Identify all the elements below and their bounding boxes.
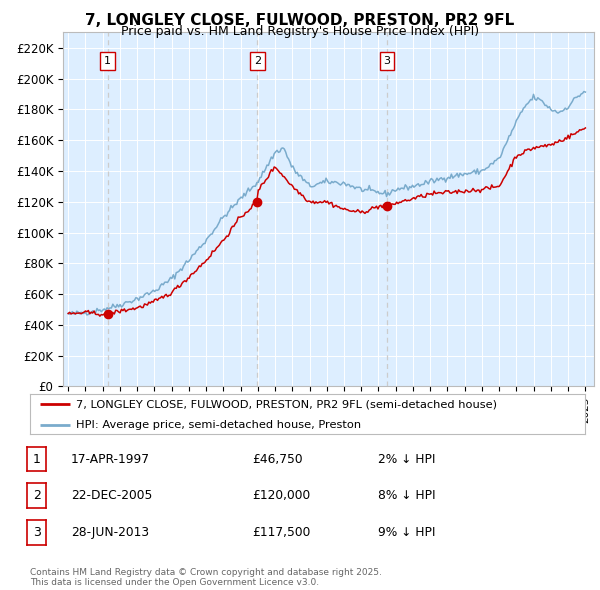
Text: 7, LONGLEY CLOSE, FULWOOD, PRESTON, PR2 9FL (semi-detached house): 7, LONGLEY CLOSE, FULWOOD, PRESTON, PR2 …	[76, 399, 497, 409]
Text: 28-JUN-2013: 28-JUN-2013	[71, 526, 149, 539]
Text: 17-APR-1997: 17-APR-1997	[71, 453, 150, 466]
Text: 1: 1	[104, 56, 111, 65]
Text: 7, LONGLEY CLOSE, FULWOOD, PRESTON, PR2 9FL: 7, LONGLEY CLOSE, FULWOOD, PRESTON, PR2 …	[85, 13, 515, 28]
Text: 2% ↓ HPI: 2% ↓ HPI	[378, 453, 436, 466]
Text: Price paid vs. HM Land Registry's House Price Index (HPI): Price paid vs. HM Land Registry's House …	[121, 25, 479, 38]
Text: 9% ↓ HPI: 9% ↓ HPI	[378, 526, 436, 539]
Text: £117,500: £117,500	[252, 526, 310, 539]
Text: Contains HM Land Registry data © Crown copyright and database right 2025.
This d: Contains HM Land Registry data © Crown c…	[30, 568, 382, 587]
Text: 8% ↓ HPI: 8% ↓ HPI	[378, 489, 436, 502]
Text: 2: 2	[32, 489, 41, 502]
Text: 3: 3	[383, 56, 391, 65]
Text: £46,750: £46,750	[252, 453, 302, 466]
Text: 1: 1	[32, 453, 41, 466]
Text: 22-DEC-2005: 22-DEC-2005	[71, 489, 152, 502]
Text: 2: 2	[254, 56, 261, 65]
Text: 3: 3	[32, 526, 41, 539]
Text: £120,000: £120,000	[252, 489, 310, 502]
Text: HPI: Average price, semi-detached house, Preston: HPI: Average price, semi-detached house,…	[76, 420, 361, 430]
